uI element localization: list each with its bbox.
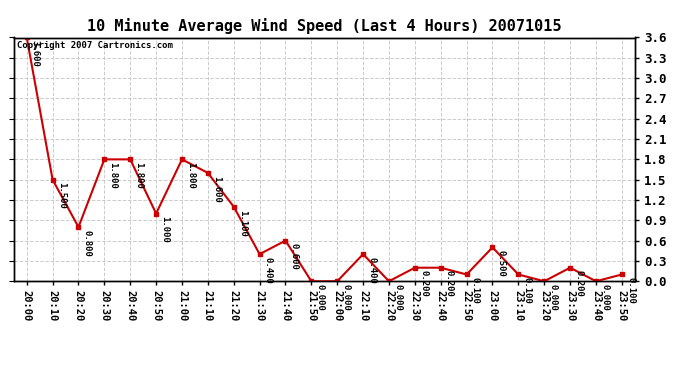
Text: 0.600: 0.600 <box>290 243 299 270</box>
Text: 0.000: 0.000 <box>549 284 558 311</box>
Text: 0.200: 0.200 <box>445 270 454 297</box>
Text: 1.600: 1.600 <box>212 176 221 203</box>
Text: 0.800: 0.800 <box>83 230 92 257</box>
Text: 0.100: 0.100 <box>471 277 480 304</box>
Text: 0.400: 0.400 <box>264 257 273 284</box>
Text: 3.600: 3.600 <box>31 40 40 67</box>
Text: 0.000: 0.000 <box>342 284 351 311</box>
Text: 1.800: 1.800 <box>135 162 144 189</box>
Text: 0.000: 0.000 <box>600 284 609 311</box>
Text: 1.100: 1.100 <box>238 210 247 236</box>
Text: 0.400: 0.400 <box>367 257 376 284</box>
Text: 0.000: 0.000 <box>315 284 324 311</box>
Text: 0.100: 0.100 <box>626 277 635 304</box>
Title: 10 Minute Average Wind Speed (Last 4 Hours) 20071015: 10 Minute Average Wind Speed (Last 4 Hou… <box>87 18 562 33</box>
Text: 1.000: 1.000 <box>160 216 169 243</box>
Text: 1.800: 1.800 <box>108 162 117 189</box>
Text: 0.200: 0.200 <box>574 270 583 297</box>
Text: 0.500: 0.500 <box>497 250 506 277</box>
Text: Copyright 2007 Cartronics.com: Copyright 2007 Cartronics.com <box>17 41 172 50</box>
Text: 0.100: 0.100 <box>522 277 531 304</box>
Text: 1.500: 1.500 <box>57 183 66 209</box>
Text: 0.200: 0.200 <box>419 270 428 297</box>
Text: 0.000: 0.000 <box>393 284 402 311</box>
Text: 1.800: 1.800 <box>186 162 195 189</box>
